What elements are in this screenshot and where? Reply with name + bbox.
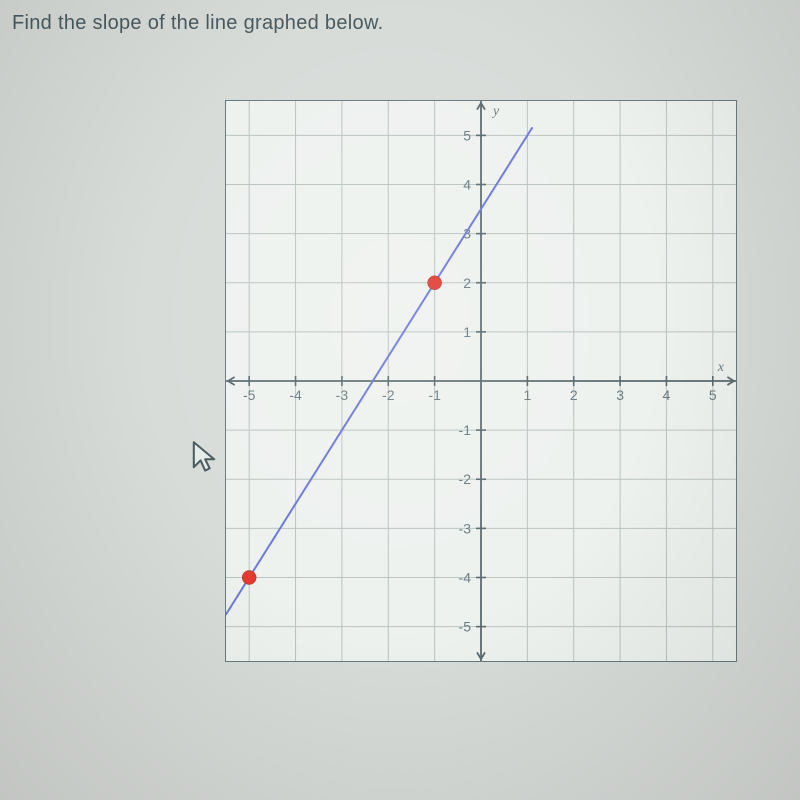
svg-text:-1: -1 (428, 387, 441, 403)
svg-text:-1: -1 (459, 422, 472, 438)
svg-text:3: 3 (616, 387, 624, 403)
svg-text:5: 5 (463, 127, 471, 143)
svg-text:1: 1 (463, 324, 471, 340)
svg-text:4: 4 (463, 177, 471, 193)
svg-text:-2: -2 (459, 471, 472, 487)
svg-text:2: 2 (570, 387, 578, 403)
svg-text:-3: -3 (459, 520, 472, 536)
svg-text:4: 4 (663, 387, 671, 403)
svg-text:-3: -3 (336, 387, 349, 403)
graph-svg: -5-4-3-2-112345-5-4-3-2-112345xy (226, 101, 736, 661)
svg-text:-4: -4 (459, 569, 472, 585)
svg-text:1: 1 (523, 387, 531, 403)
svg-text:-5: -5 (459, 619, 472, 635)
mouse-cursor-icon (190, 440, 218, 474)
coordinate-graph: -5-4-3-2-112345-5-4-3-2-112345xy (225, 100, 737, 662)
svg-text:5: 5 (709, 387, 717, 403)
svg-text:x: x (717, 360, 725, 375)
question-text: Find the slope of the line graphed below… (12, 12, 383, 35)
svg-text:-4: -4 (289, 387, 302, 403)
svg-text:-5: -5 (243, 387, 256, 403)
svg-text:-2: -2 (382, 387, 395, 403)
svg-text:y: y (491, 104, 500, 119)
svg-text:2: 2 (463, 275, 471, 291)
